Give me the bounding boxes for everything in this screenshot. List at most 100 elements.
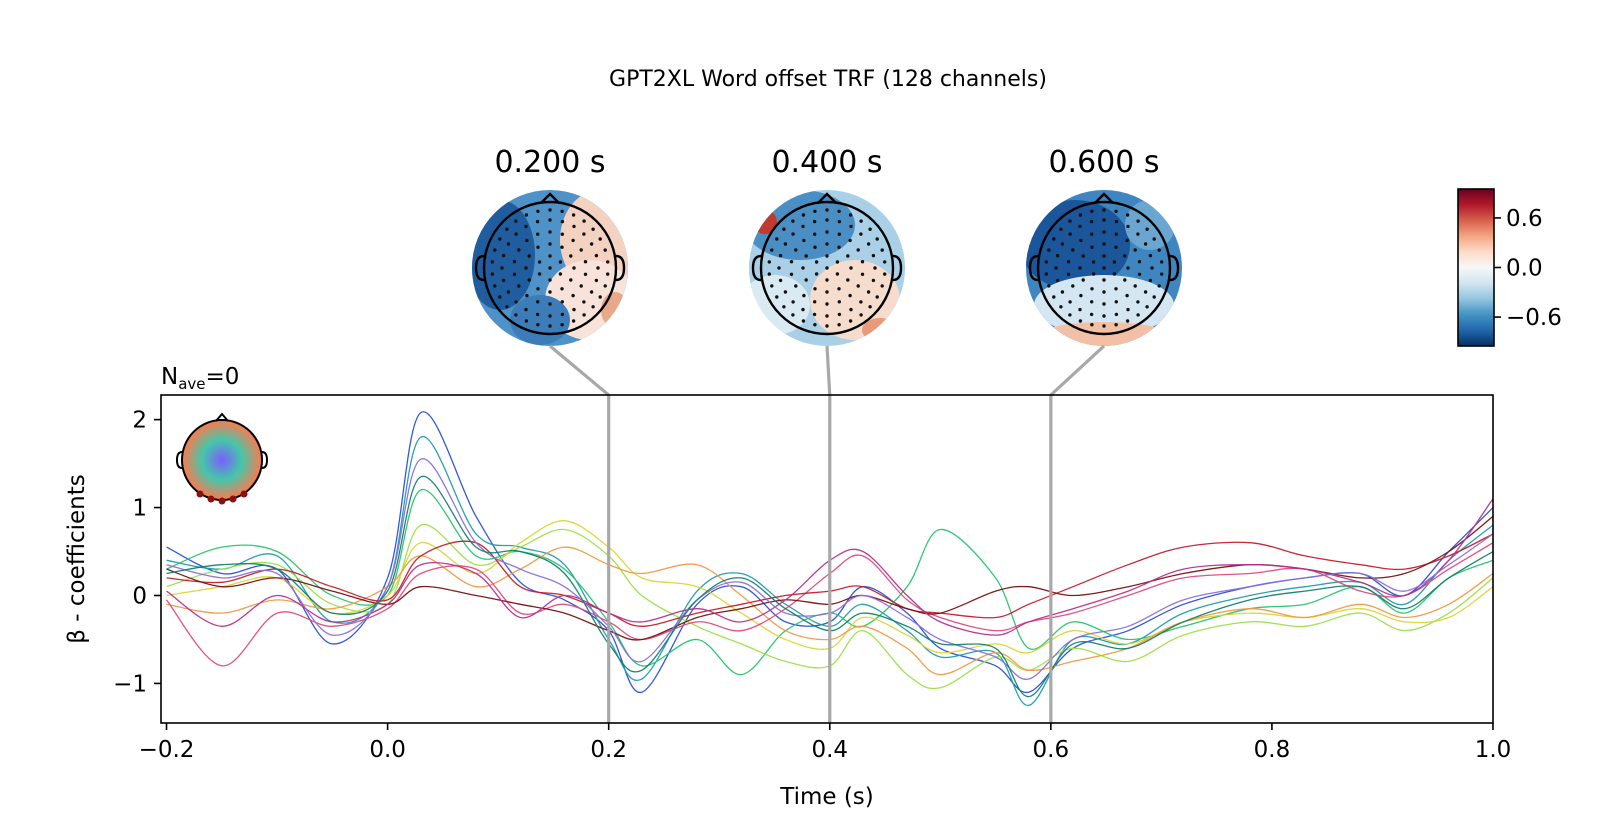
sensor-dot xyxy=(589,242,594,246)
sensor-dot xyxy=(558,272,563,276)
sensor-dot xyxy=(825,254,829,258)
sensor-dot xyxy=(825,278,829,282)
sensor-dot xyxy=(514,300,518,304)
topomap-0: 0.200 s xyxy=(472,145,628,346)
sensor-dot xyxy=(1091,260,1096,264)
time-marker-connector xyxy=(1049,344,1106,397)
colorbar-tick-label: 0.6 xyxy=(1506,206,1543,232)
sensor-dot xyxy=(500,266,504,270)
sensor-dot xyxy=(535,312,540,317)
sensor-dot xyxy=(1137,260,1142,264)
sensor-dot xyxy=(802,238,806,243)
sensor-dot xyxy=(791,232,795,236)
sensor-dot xyxy=(594,278,599,283)
butterfly-plot: −0.2 0.0 0.2 0.4 0.6 0.8 1.0 −1 0 1 2 Time (s) β … xyxy=(64,394,1511,810)
sensor-dot xyxy=(825,290,829,294)
topomap-field xyxy=(472,190,628,346)
sensor-dot xyxy=(813,300,817,304)
sensor-dot xyxy=(1102,290,1106,294)
sensor-dot xyxy=(537,272,542,276)
sensor-dot xyxy=(1145,227,1149,231)
sensor-dot xyxy=(527,254,531,258)
sensor-dot xyxy=(825,314,829,318)
x-axis-label: Time (s) xyxy=(779,784,874,810)
sensor-dot xyxy=(490,260,494,264)
sensor-dot xyxy=(1125,293,1129,298)
sensor-dot xyxy=(837,232,841,236)
sensor-dot xyxy=(598,295,602,299)
sensor-dots xyxy=(1044,208,1164,328)
sensor-dot xyxy=(524,319,529,323)
sensor-dot xyxy=(524,213,529,217)
sensor-dot xyxy=(871,278,876,283)
sensor-dot xyxy=(582,232,586,236)
sensor-dot xyxy=(1114,245,1118,249)
sensor-dot xyxy=(536,300,540,304)
sensor-dot xyxy=(848,293,852,298)
sensor-dot xyxy=(1114,209,1118,213)
sensor-dot xyxy=(880,248,884,252)
y-tick-label: −1 xyxy=(113,671,147,697)
sensor-dot xyxy=(583,260,588,264)
sensor-dot xyxy=(1143,242,1148,246)
sensor-dot xyxy=(1114,232,1119,236)
sensor-dot xyxy=(536,287,540,291)
sensor-dot xyxy=(1054,266,1058,270)
sensor-dot xyxy=(873,266,877,270)
sensor-dot xyxy=(1078,224,1082,229)
sensor-dot xyxy=(801,213,806,217)
sensor-dot xyxy=(560,232,564,236)
sensor-dot xyxy=(548,324,552,328)
sensor-dot xyxy=(846,254,850,258)
sensor-dot xyxy=(1126,224,1130,229)
y-axis-label: β - coefficients xyxy=(64,474,90,643)
sensor-dot xyxy=(1090,245,1094,249)
sensor-dot xyxy=(560,300,564,304)
sensor-dot xyxy=(606,272,610,276)
sensor-dot xyxy=(856,284,860,288)
x-tick-label: 0.8 xyxy=(1254,737,1291,763)
sensor-dot xyxy=(1090,323,1094,327)
sensor-dot xyxy=(789,272,794,276)
sensor-dot xyxy=(778,278,783,283)
topomap-time-label: 0.600 s xyxy=(1048,145,1159,180)
x-tick-label: 0.0 xyxy=(369,737,406,763)
topomap-head-outline xyxy=(751,192,903,336)
sensor-dot xyxy=(1152,237,1156,241)
sensor-dot xyxy=(848,213,853,217)
x-tick-label: −0.2 xyxy=(139,737,195,763)
sensor-dot xyxy=(1114,323,1118,327)
sensor-dot xyxy=(1068,219,1072,223)
sensor-dot xyxy=(1152,295,1156,299)
sensor-dot xyxy=(794,284,798,288)
sensor-dot xyxy=(514,219,518,223)
sensor-dot xyxy=(1133,248,1137,252)
sensor-dot xyxy=(596,266,600,270)
sensor-dot xyxy=(560,287,564,291)
sensor-dot xyxy=(825,302,829,306)
channel-trace-6 xyxy=(166,542,1493,667)
sensor-dots xyxy=(767,208,887,328)
sensor-dot xyxy=(1068,300,1072,304)
sensor-dot xyxy=(524,224,528,229)
sensor-dot xyxy=(560,209,564,213)
sensor-dot xyxy=(856,248,860,252)
sensor-dot xyxy=(1089,219,1094,224)
topomap-1: 0.400 s xyxy=(749,145,905,346)
sensor-dot xyxy=(837,323,841,327)
sensor-dot xyxy=(1090,232,1094,236)
sensor-dot xyxy=(866,242,871,246)
sensor-dot xyxy=(814,272,819,276)
sensor-dot xyxy=(1114,219,1119,224)
sensor-dot xyxy=(1071,284,1075,288)
sensor-dot xyxy=(548,266,552,270)
sensor-dot xyxy=(1157,284,1161,288)
sensor-dot xyxy=(572,307,576,312)
sensor-dot xyxy=(782,305,786,309)
x-axis-ticks: −0.2 0.0 0.2 0.4 0.6 0.8 1.0 xyxy=(139,723,1511,763)
sensor-dot xyxy=(1078,213,1083,217)
sensor-dot xyxy=(501,278,506,283)
sensor-dot xyxy=(1081,278,1085,282)
sensor-dot xyxy=(1091,272,1096,276)
